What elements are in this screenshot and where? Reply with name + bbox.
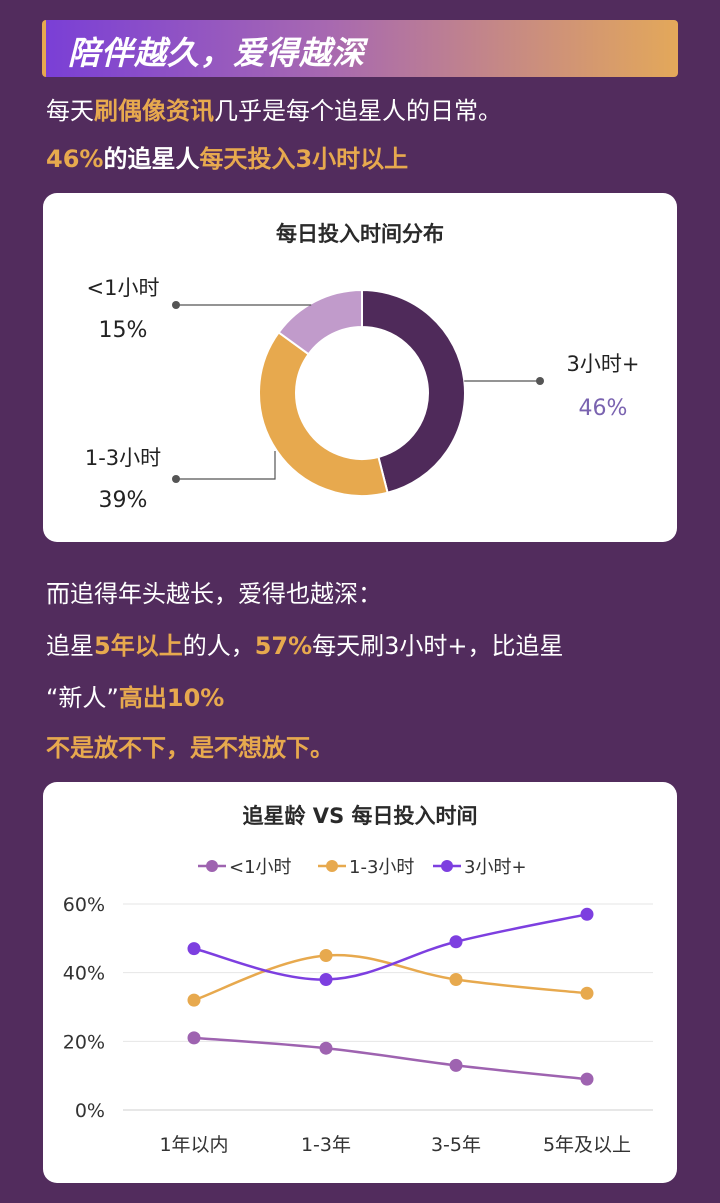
series-0-point-1 [319, 1041, 333, 1055]
series-0-point-3 [580, 1072, 594, 1086]
line-chart-title: 追星龄 VS 每日投入时间 [242, 804, 478, 828]
series-2-point-3 [580, 907, 594, 921]
legend-marker-0 [206, 860, 218, 872]
y-tick-label-3: 60% [63, 894, 105, 916]
middle-line-3: “新人”高出10% [46, 684, 224, 713]
intro-highlight: 每天投入3小时以上 [199, 145, 409, 173]
legend-marker-2 [441, 860, 453, 872]
series-1-point-1 [319, 949, 333, 962]
middle-line-1: 而追得年头越长，爱得也越深： [46, 580, 382, 608]
section-banner: 陪伴越久，爱得越深 [42, 20, 678, 77]
donut-label-3hplus: 3小时+ [567, 352, 640, 376]
y-tick-label-0: 0% [75, 1100, 105, 1122]
middle-text: 每天刷3小时+，比追星 [312, 632, 564, 660]
series-0-point-0 [187, 1031, 201, 1045]
legend-label-2: 3小时+ [464, 857, 527, 878]
middle-highlight-percent: 57% [254, 632, 313, 660]
donut-chart-card: 每日投入时间分布 3小时+ 46% 1-3小时 39% <1小时 15% [43, 193, 677, 542]
middle-text: 追星 [46, 632, 94, 660]
middle-highlight: 5年以上 [94, 632, 183, 660]
donut-value-1-3h: 39% [99, 488, 148, 513]
series-line-0 [193, 1036, 588, 1081]
donut-label-1-3h: 1-3小时 [85, 446, 161, 470]
intro-text: 几乎是每个追星人的日常。 [214, 97, 502, 125]
donut-chart: 3小时+ 46% 1-3小时 39% <1小时 15% [85, 276, 640, 513]
middle-text: “新人” [46, 684, 119, 712]
legend-marker-1 [326, 860, 338, 872]
x-tick-label-1: 1-3年 [301, 1134, 351, 1156]
y-tick-label-2: 40% [63, 963, 105, 985]
leader-dot-lt1h [172, 301, 180, 309]
middle-text: 的人， [182, 632, 255, 660]
donut-slice-lt1h [277, 288, 363, 356]
middle-highlight: 高出10% [118, 684, 225, 712]
y-tick-label-1: 20% [63, 1031, 105, 1053]
line-chart: <1小时 1-3小时 3小时+ 0% 20% 40% 60% 1年以内 1-3年 3-5年 5年及以… [63, 857, 653, 1156]
donut-value-lt1h: 15% [99, 318, 148, 343]
legend-label-0: <1小时 [229, 857, 292, 878]
donut-chart-title: 每日投入时间分布 [276, 222, 444, 246]
intro-line-1: 每天刷偶像资讯几乎是每个追星人的日常。 [46, 97, 502, 126]
series-line-2 [193, 913, 588, 981]
donut-value-3hplus: 46% [579, 396, 628, 421]
banner-title: 陪伴越久，爱得越深 [68, 34, 366, 72]
x-tick-label-3: 5年及以上 [543, 1134, 631, 1156]
donut-slice-1-3h [258, 331, 389, 497]
donut-label-lt1h: <1小时 [87, 276, 160, 300]
series-2-point-2 [449, 935, 463, 949]
series-0-point-2 [449, 1058, 463, 1072]
x-tick-label-0: 1年以内 [159, 1134, 228, 1156]
intro-highlight-percent: 46% [46, 145, 104, 173]
middle-line-2: 追星5年以上的人，57%每天刷3小时+，比追星 [46, 632, 564, 661]
series-line-1 [193, 953, 588, 1002]
intro-line-2: 46%的追星人每天投入3小时以上 [46, 145, 408, 174]
intro-text: 的追星人 [103, 145, 200, 173]
intro-highlight: 刷偶像资讯 [94, 97, 214, 125]
series-1-point-3 [580, 986, 594, 1000]
intro-text: 每天 [46, 97, 94, 125]
series-2-point-0 [187, 942, 201, 956]
series-1-point-2 [449, 973, 463, 987]
legend-label-1: 1-3小时 [349, 857, 414, 878]
series-2-point-1 [319, 973, 333, 987]
middle-line-4: 不是放不下，是不想放下。 [46, 734, 334, 762]
x-tick-label-2: 3-5年 [431, 1134, 481, 1156]
leader-dot-3hplus [536, 377, 544, 385]
donut-slice-3hplus [361, 288, 466, 494]
series-1-point-0 [187, 993, 201, 1007]
leader-dot-1-3h [172, 475, 180, 483]
line-chart-card: 追星龄 VS 每日投入时间 <1小时 1-3小时 3小时+ 0% 20% 40% 60% 1年… [43, 782, 677, 1183]
leader-line-1-3h [176, 451, 276, 480]
